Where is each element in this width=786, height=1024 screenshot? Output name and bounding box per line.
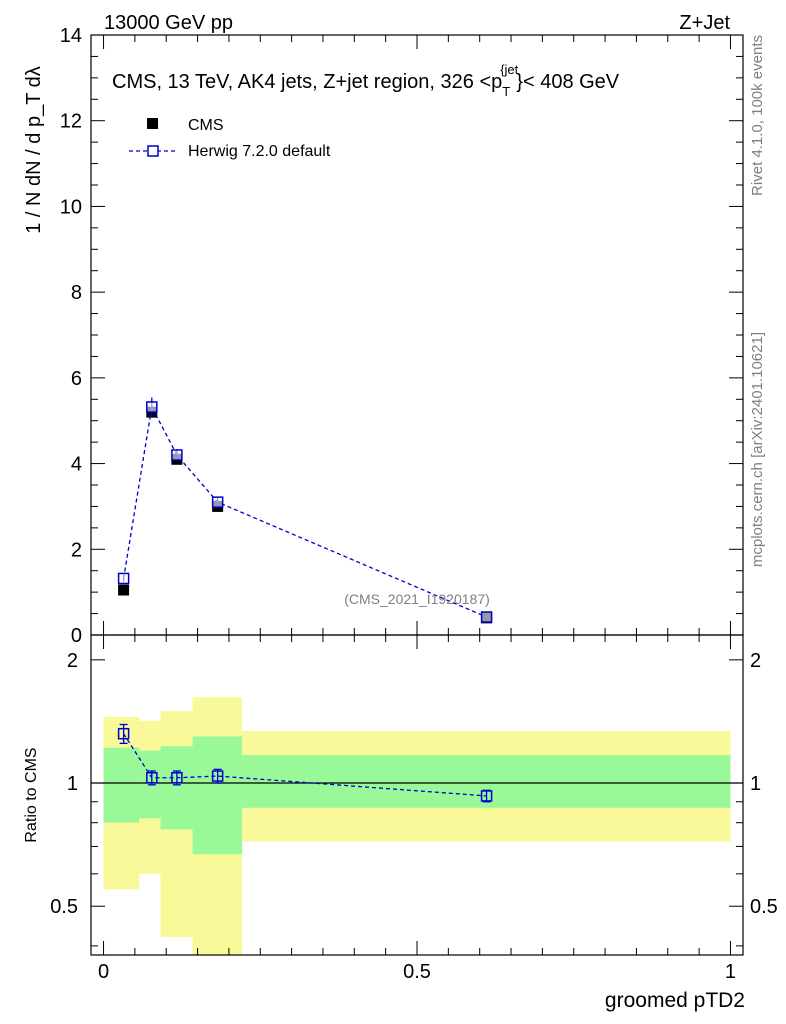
ratio-y-tick-label-right: 2 [750, 650, 761, 672]
ratio-band-inner-2 [160, 746, 193, 830]
y-tick-label: 14 [60, 25, 82, 47]
main-plot: 0 2 4 6 8 10 12 14 [60, 25, 744, 647]
y-tick-label: 4 [71, 454, 82, 476]
title-subscript: T [502, 84, 510, 99]
y-tick-label: 0 [71, 625, 82, 647]
herwig-ratio-point-1 [146, 772, 158, 784]
herwig-point-2 [171, 449, 183, 461]
herwig-point-4 [480, 611, 493, 623]
ratio-band-inner-0 [103, 747, 140, 823]
side-label-rivet: Rivet 4.1.0, 100k events [749, 35, 766, 196]
ratio-y-tick-label-right: 0.5 [750, 896, 778, 918]
x-tick-label: 0 [98, 961, 109, 983]
chart-title: CMS, 13 TeV, AK4 jets, Z+jet region, 326… [112, 62, 620, 99]
legend-label-cms: CMS [188, 117, 224, 134]
legend-marker-herwig [147, 145, 159, 157]
legend-label-herwig: Herwig 7.2.0 default [188, 143, 331, 160]
herwig-ratio-point-4 [480, 790, 493, 802]
x-tick-label: 0.5 [403, 961, 431, 983]
legend: CMS Herwig 7.2.0 default [129, 117, 331, 160]
y-tick-label: 10 [60, 196, 82, 218]
legend-marker-cms [147, 118, 158, 129]
y-axis-label-ratio: Ratio to CMS [23, 747, 40, 842]
y-tick-label: 6 [71, 368, 82, 390]
header-left: 13000 GeV pp [104, 12, 233, 34]
ratio-band-inner-3 [192, 736, 243, 855]
herwig-line [122, 404, 487, 618]
ratio-y-tick-label-left: 1 [67, 773, 78, 795]
side-label-mcplots: mcplots.cern.ch [arXiv:2401.10621] [749, 332, 766, 567]
x-axis-label: groomed pTD2 [605, 989, 745, 1012]
x-tick-label: 1 [725, 961, 736, 983]
header-right: Z+Jet [679, 12, 730, 34]
herwig-point-0 [117, 572, 130, 585]
ratio-y-tick-label-left: 2 [67, 650, 78, 672]
herwig-ratio-point-3 [211, 770, 224, 782]
ratio-y-tick-label-left: 0.5 [50, 896, 78, 918]
y-axis-label-main: 1 / N dN / d p_T dλ [23, 66, 45, 234]
herwig-ratio-point-0 [117, 727, 130, 740]
analysis-watermark: (CMS_2021_I1920187) [344, 591, 490, 607]
cms-point-0 [118, 584, 130, 596]
herwig-point-1 [146, 401, 158, 413]
y-tick-label: 2 [71, 539, 82, 561]
title-superscript: {jet [500, 62, 518, 77]
herwig-point-3 [211, 496, 224, 508]
y-tick-label: 8 [71, 282, 82, 304]
y-tick-label: 12 [60, 111, 82, 133]
ratio-y-tick-label-right: 1 [750, 773, 761, 795]
ratio-plot: 0 0.5 1 0.5 0.5 1 1 2 2 [50, 634, 778, 983]
herwig-ratio-point-2 [171, 772, 183, 784]
